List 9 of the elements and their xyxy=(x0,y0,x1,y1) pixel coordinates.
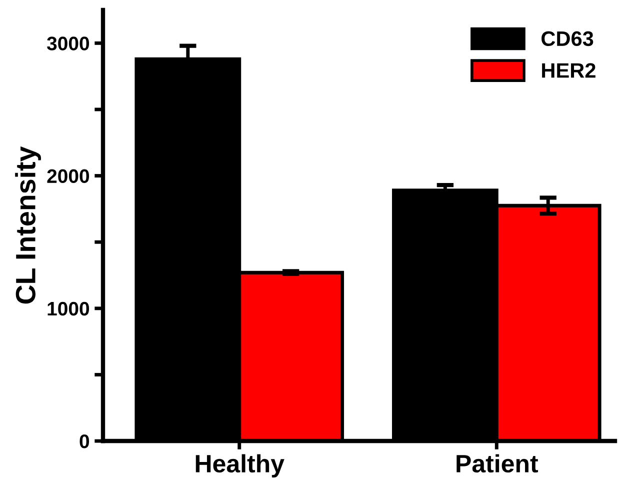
x-tick-label: Patient xyxy=(456,454,538,473)
y-tick-label: 0 xyxy=(80,434,90,448)
y-tick-label: 3000 xyxy=(47,36,90,50)
y-tick-label: 1000 xyxy=(48,302,90,316)
x-tick-label: Healthy xyxy=(196,454,284,478)
y-axis-title: CL Intensity xyxy=(15,146,41,304)
legend-label: CD63 xyxy=(542,31,594,46)
legend-label: HER2 xyxy=(542,63,596,78)
y-tick-label: 2000 xyxy=(47,169,90,184)
